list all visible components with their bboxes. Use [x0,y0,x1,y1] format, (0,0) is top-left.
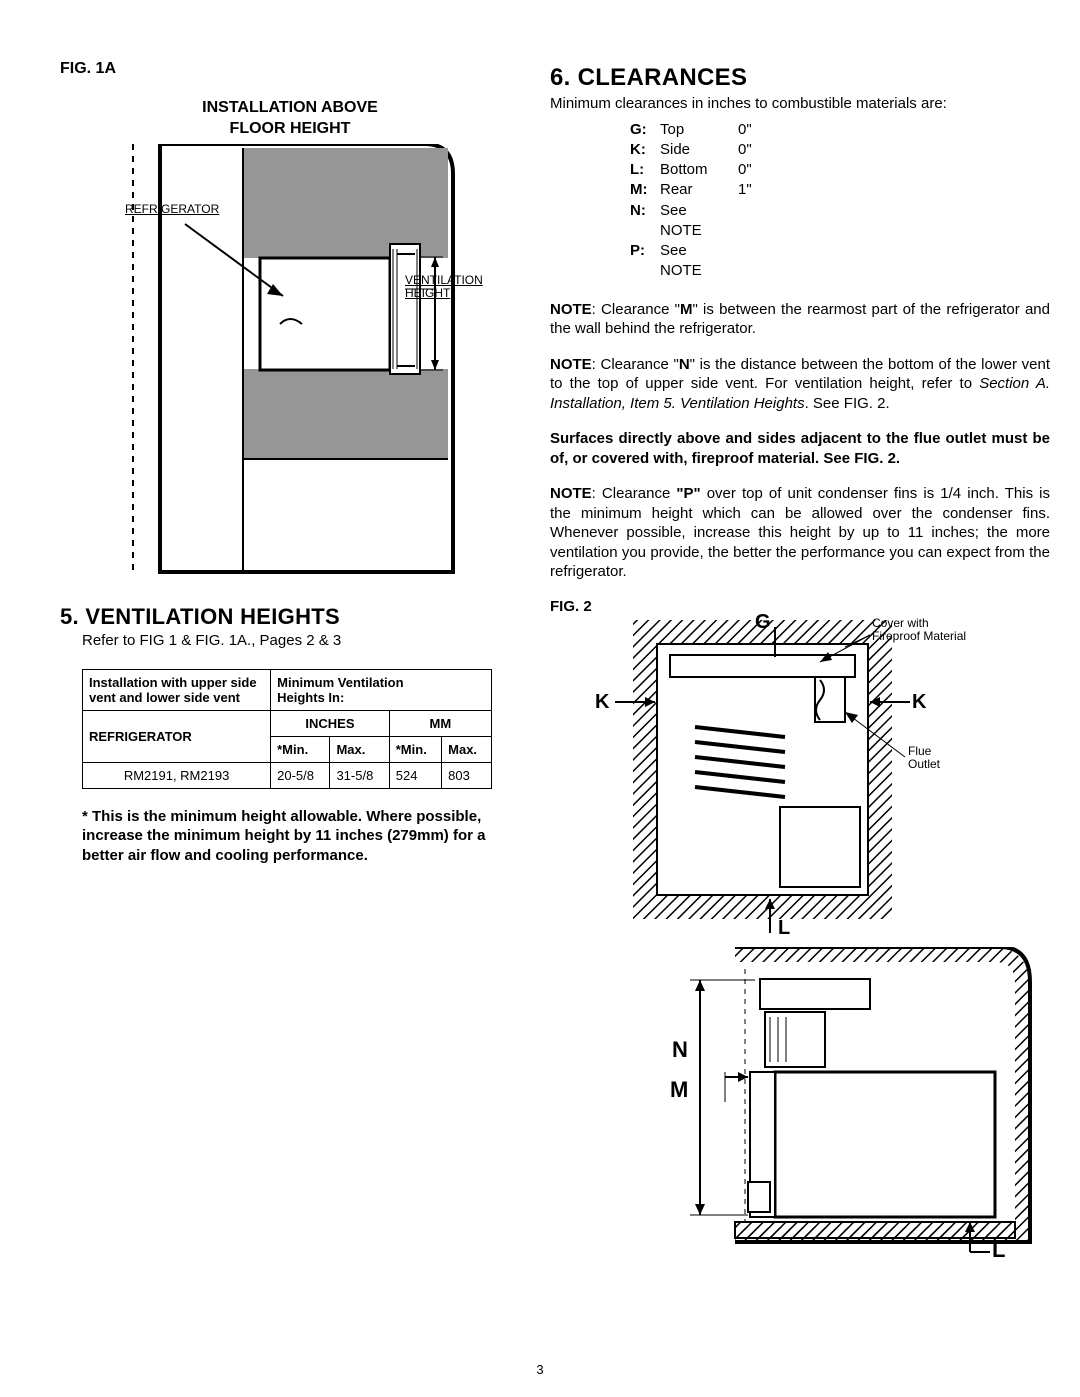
label-flue-l1: Flue [908,744,931,758]
note-text: . See FIG. 2. [805,395,890,412]
clearances-list: G: Top 0" K: Side 0" L: Bottom 0" M: Rear 1" N:S… [630,120,1050,282]
th-min1: *Min. [271,736,330,762]
clear-row: L: Bottom 0" [630,160,1050,180]
th-min2: *Min. [389,736,441,762]
note-bold: N [679,356,690,373]
note-m: NOTE: Clearance "M" is between the rearm… [550,300,1050,339]
note-n: NOTE: Clearance "N" is the distance betw… [550,355,1050,414]
note-text: : Clearance " [592,356,679,373]
fig1a-label: FIG. 1A [60,60,520,78]
clear-key: G: [630,120,652,140]
clear-key: K: [630,140,652,160]
td-model: RM2191, RM2193 [83,762,271,788]
ventilation-table: Installation with upper side vent and lo… [82,669,492,789]
clear-lbl: Bottom [660,160,730,180]
clear-lbl: See NOTE [660,201,730,242]
clear-key: M: [630,180,652,200]
td-mmmax: 803 [442,762,492,788]
clear-row: N:See NOTE [630,201,1050,242]
note-p: NOTE: Clearance "P" over top of unit con… [550,484,1050,582]
clear-lbl: See NOTE [660,241,730,282]
label-ventilation-height: VENTILATION HEIGHT [405,274,483,300]
clear-row: G: Top 0" [630,120,1050,140]
label-g: G [755,611,771,634]
bold-fireproof-para: Surfaces directly above and sides adjace… [550,429,1050,468]
label-k-right: K [912,691,926,714]
clear-val: 0" [738,160,774,180]
diagram1a-title-l1: INSTALLATION ABOVE [202,99,378,116]
label-l: L [778,917,790,940]
label-flue-l2: Outlet [908,757,940,771]
clear-val: 0" [738,140,774,160]
clear-val: 1" [738,180,774,200]
note-text: : Clearance [592,485,677,502]
clear-row: M: Rear 1" [630,180,1050,200]
fig2-area: FIG. 2 [550,598,1050,1257]
clear-lbl: Side [660,140,730,160]
diagram1a-title-l2: FLOOR HEIGHT [230,120,351,137]
th-refrigerator: REFRIGERATOR [83,710,271,762]
label-l2: L [992,1237,1005,1263]
note-bold: "P" [676,485,700,502]
section6-title: 6. CLEARANCES [550,64,1050,92]
th-max2: Max. [442,736,492,762]
label-vent-l1: VENTILATION [405,273,483,287]
label-cover-l2: Fireproof Material [872,629,966,643]
th-max1: Max. [330,736,389,762]
clear-row: K: Side 0" [630,140,1050,160]
note-bold: NOTE [550,301,592,318]
clear-key: N: [630,201,652,242]
label-k-left: K [595,691,609,714]
clear-lbl: Rear [660,180,730,200]
clear-key: P: [630,241,652,282]
th-inches: INCHES [271,710,390,736]
note-text: : Clearance " [592,301,680,318]
thdr-right-l2: Heights In: [277,690,344,705]
label-refrigerator: REFRIGERATOR [125,202,219,216]
label-n: N [672,1037,688,1063]
fig2-top-diagram: G K K L Cover with Fireproof Material Fl… [560,617,1020,937]
th-mm: MM [389,710,491,736]
note-bold: NOTE [550,485,592,502]
td-mmmin: 524 [389,762,441,788]
label-cover-l1: Cover with [872,616,929,630]
thdr-left-l1: Installation with upper side [89,675,257,690]
fig2-bottom-diagram: N M L [630,947,1050,1257]
section5-title: 5. VENTILATION HEIGHTS [60,604,520,630]
diagram1a-title: INSTALLATION ABOVE FLOOR HEIGHT [60,98,520,140]
label-m: M [670,1077,688,1103]
clear-key: L: [630,160,652,180]
clear-row: P:See NOTE [630,241,1050,282]
label-flue: Flue Outlet [908,745,940,771]
thdr-right-l1: Minimum Ventilation [277,675,403,690]
label-cover: Cover with Fireproof Material [872,617,966,643]
clear-lbl: Top [660,120,730,140]
fig1a-diagram: REFRIGERATOR VENTILATION HEIGHT [125,144,455,574]
clear-val: 0" [738,120,774,140]
td-inmin: 20-5/8 [271,762,330,788]
thdr-left-l2: vent and lower side vent [89,690,240,705]
section6-intro: Minimum clearances in inches to combusti… [550,94,1050,114]
table-note: * This is the minimum height allowable. … [82,807,510,866]
section5-sub: Refer to FIG 1 & FIG. 1A., Pages 2 & 3 [82,632,520,649]
page-number: 3 [0,1362,1080,1377]
note-bold: NOTE [550,356,592,373]
td-inmax: 31-5/8 [330,762,389,788]
note-bold: M [680,301,693,318]
fig2-label: FIG. 2 [550,598,1050,615]
label-vent-l2: HEIGHT [405,286,450,300]
